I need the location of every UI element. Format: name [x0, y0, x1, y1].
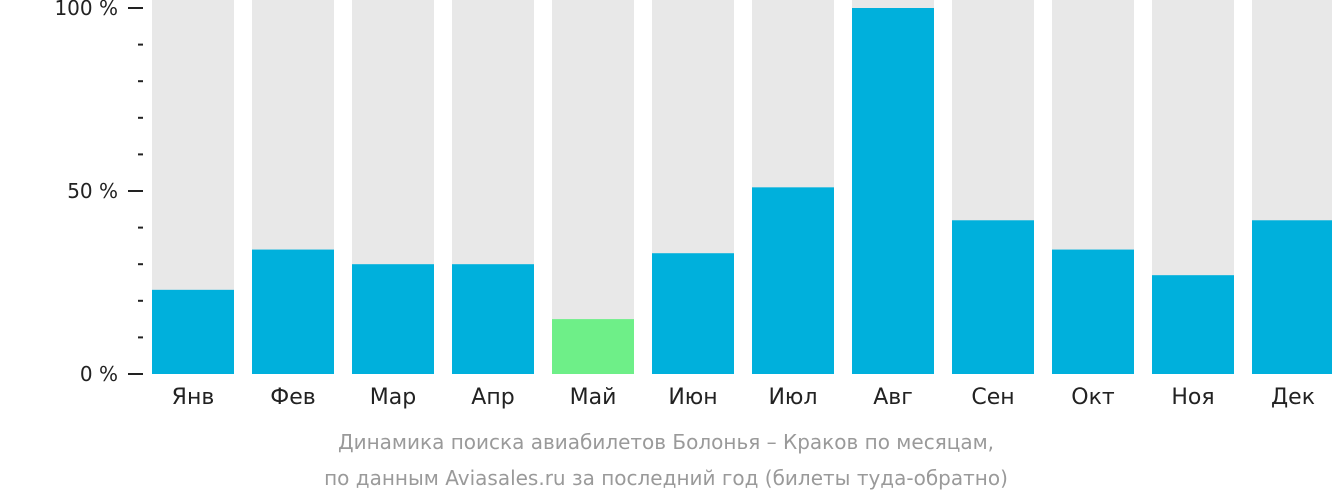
- chart-caption-line-2: по данным Aviasales.ru за последний год …: [324, 466, 1008, 490]
- y-tick-label: 100 %: [54, 0, 118, 20]
- x-tick-label: Авг: [873, 385, 913, 410]
- x-tick-label: Мар: [370, 385, 416, 410]
- bars: [152, 8, 1332, 374]
- bar-12: [1252, 220, 1332, 374]
- x-tick-label: Июн: [668, 385, 717, 410]
- x-tick-label: Дек: [1271, 385, 1315, 410]
- x-tick-label: Янв: [172, 385, 215, 410]
- bar-3: [352, 264, 434, 374]
- y-tick-label: 0 %: [80, 362, 118, 386]
- x-tick-label: Апр: [471, 385, 514, 410]
- bar-10: [1052, 249, 1134, 374]
- x-axis-labels: Янв Фев Мар Апр Май Июн Июл Авг Сен Окт Ноя Дек: [172, 385, 1315, 410]
- y-axis: 0 % 50 % 100 %: [54, 0, 143, 386]
- x-tick-label: Май: [570, 385, 617, 410]
- bar-2: [252, 249, 334, 374]
- chart-caption-line-1: Динамика поиска авиабилетов Болонья – Кр…: [337, 430, 995, 454]
- bar-7: [752, 187, 834, 374]
- bar-8: [852, 8, 934, 374]
- x-tick-label: Окт: [1071, 385, 1115, 410]
- bar-6: [652, 253, 734, 374]
- bar-4: [452, 264, 534, 374]
- bar-track: [552, 0, 634, 374]
- x-tick-label: Июл: [768, 385, 817, 410]
- monthly-search-bar-chart: 0 % 50 % 100 % Янв Фев Мар Апр Май Июн Июл Авг Сен…: [54, 0, 1332, 410]
- bar-5: [552, 319, 634, 374]
- bar-1: [152, 289, 234, 374]
- x-tick-label: Сен: [971, 385, 1014, 410]
- x-tick-label: Ноя: [1171, 385, 1214, 410]
- x-tick-label: Фев: [270, 385, 315, 410]
- bar-9: [952, 220, 1034, 374]
- y-tick-label: 50 %: [67, 179, 118, 203]
- bar-11: [1152, 275, 1234, 374]
